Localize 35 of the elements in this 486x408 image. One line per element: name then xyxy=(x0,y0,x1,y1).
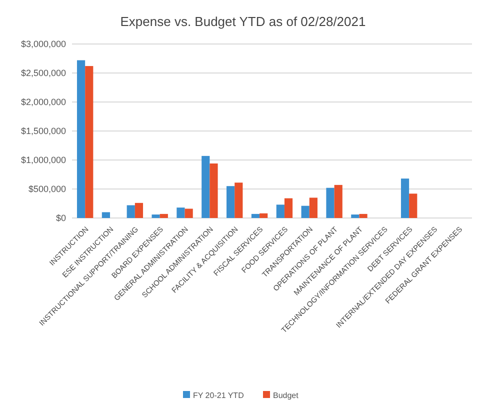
y-tick-label: $2,500,000 xyxy=(20,68,66,78)
y-tick-label: $1,000,000 xyxy=(20,154,66,165)
legend-label: Budget xyxy=(273,391,300,400)
chart-title: Expense vs. Budget YTD as of 02/28/2021 xyxy=(120,14,366,29)
bar xyxy=(85,66,94,218)
bar xyxy=(334,184,342,218)
bar xyxy=(284,198,293,218)
bar xyxy=(301,206,310,218)
y-tick-label: $3,000,000 xyxy=(20,38,66,49)
bar xyxy=(160,214,168,218)
bar xyxy=(326,188,334,218)
bar xyxy=(210,163,218,218)
bar xyxy=(234,182,243,218)
bar xyxy=(400,178,410,218)
bar xyxy=(351,214,360,218)
bar xyxy=(202,156,210,218)
bar xyxy=(152,214,160,218)
y-tick-label: $1,500,000 xyxy=(20,126,66,136)
bar xyxy=(409,194,418,218)
bar xyxy=(359,214,368,218)
bar xyxy=(102,212,110,218)
bar xyxy=(184,208,193,218)
y-tick-label: $0 xyxy=(56,212,66,223)
legend-label: FY 20-21 YTD xyxy=(193,391,244,400)
bar xyxy=(134,202,144,218)
y-tick-label: $500,000 xyxy=(28,184,66,194)
y-tick-label: $2,000,000 xyxy=(20,96,66,107)
bar xyxy=(226,186,235,218)
bar xyxy=(251,214,260,218)
bar xyxy=(276,204,284,218)
bar xyxy=(76,60,86,218)
bar xyxy=(176,208,185,218)
bar xyxy=(126,205,135,218)
bar xyxy=(309,198,318,218)
bar xyxy=(260,213,268,218)
